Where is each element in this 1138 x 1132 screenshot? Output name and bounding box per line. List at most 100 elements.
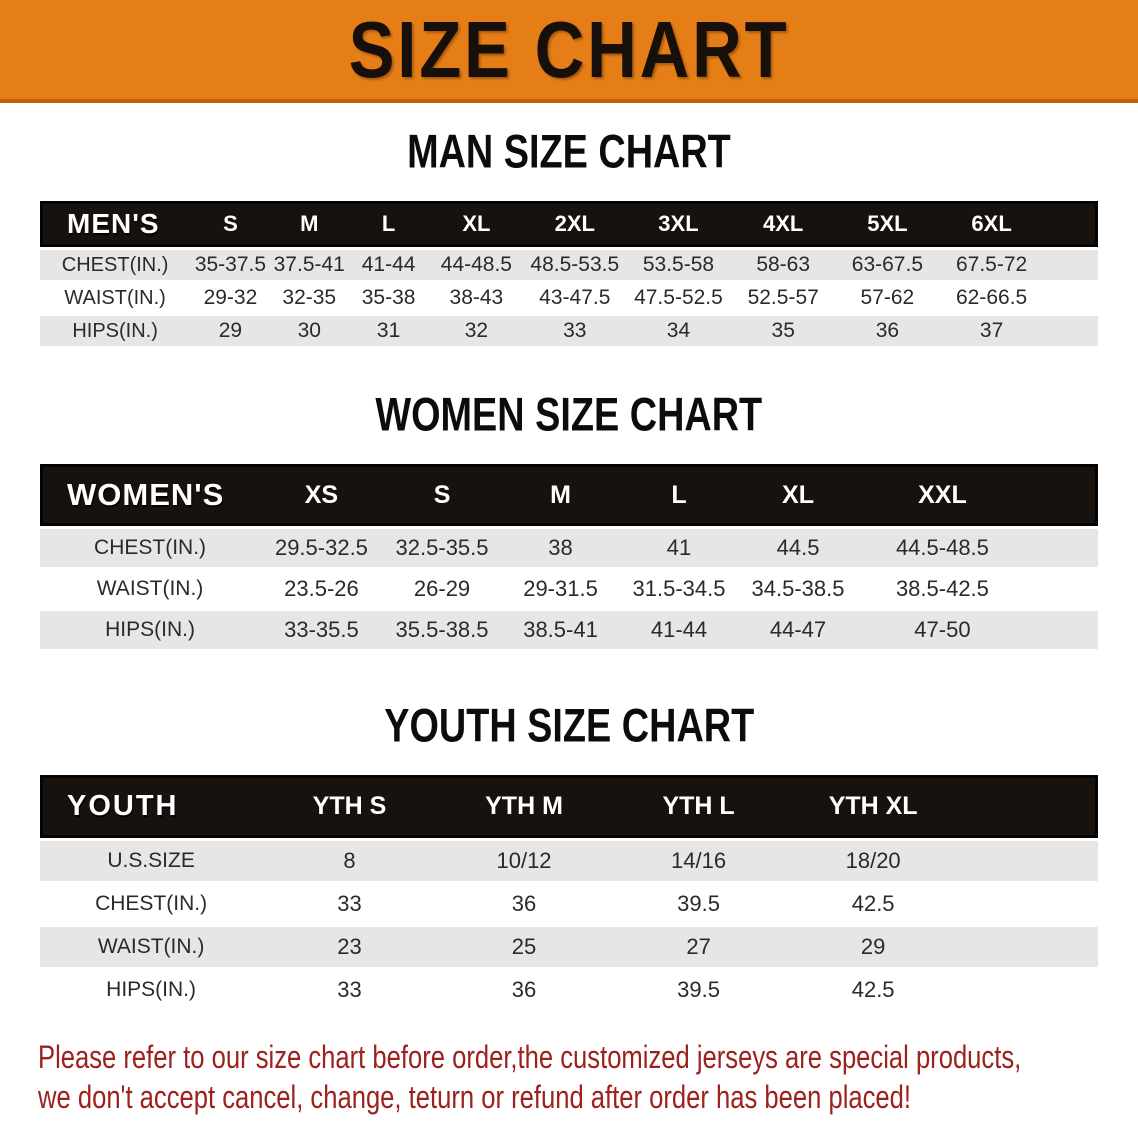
table-cell: 52.5-57: [730, 283, 836, 313]
table-cell: 25: [436, 927, 612, 967]
men-column-header-m: M: [270, 201, 348, 247]
table-cell: 31: [347, 316, 430, 346]
table-cell: 32.5-35.5: [382, 529, 502, 567]
table-cell: 39.5: [611, 884, 786, 924]
table-cell: 47.5-52.5: [626, 283, 731, 313]
table-header-row: MEN'S S M L XL 2XL 3XL 4XL 5XL 6XL: [40, 201, 1098, 247]
table-cell: 35.5-38.5: [382, 611, 502, 649]
table-cell: 36: [436, 884, 612, 924]
table-cell: 44-47: [738, 611, 858, 649]
youth-column-header-yth-xl: YTH XL: [785, 775, 961, 838]
women-column-header-xs: XS: [260, 464, 383, 526]
table-cell: 58-63: [730, 250, 836, 280]
table-cell: 29-32: [190, 283, 271, 313]
row-label: CHEST(IN.): [40, 529, 261, 567]
table-cell: 44.5: [738, 529, 858, 567]
table-cell: 44-48.5: [429, 250, 524, 280]
cell-spacer: [1043, 283, 1098, 313]
youth-table-row: HIPS(IN.) 33 36 39.5 42.5: [40, 970, 1098, 1010]
table-cell: 38.5-42.5: [857, 570, 1028, 608]
row-label: HIPS(IN.): [40, 316, 191, 346]
table-cell: 33: [523, 316, 627, 346]
row-label: HIPS(IN.): [40, 611, 261, 649]
table-cell: 38-43: [429, 283, 524, 313]
table-cell: 23: [262, 927, 437, 967]
table-header-row: YOUTH YTH S YTH M YTH L YTH XL: [40, 775, 1098, 838]
table-cell: 44.5-48.5: [857, 529, 1028, 567]
table-cell: 37.5-41: [270, 250, 348, 280]
table-cell: 26-29: [382, 570, 502, 608]
cell-spacer: [960, 884, 1098, 924]
men-column-header-l: L: [347, 201, 430, 247]
table-cell: 8: [262, 841, 437, 881]
table-cell: 47-50: [857, 611, 1028, 649]
header-spacer: [1043, 201, 1098, 247]
table-cell: 41-44: [619, 611, 739, 649]
banner-title: SIZE CHART: [348, 4, 790, 95]
women-table-row: WAIST(IN.) 23.5-26 26-29 29-31.5 31.5-34.5 34…: [40, 570, 1098, 608]
table-cell: 33: [262, 884, 437, 924]
cell-spacer: [1043, 316, 1098, 346]
table-cell: 53.5-58: [626, 250, 731, 280]
table-header-row: WOMEN'S XS S M L XL XXL: [40, 464, 1098, 526]
cell-spacer: [960, 927, 1098, 967]
men-size-table: MEN'S S M L XL 2XL 3XL 4XL 5XL 6XL CHEST(IN.) 35-37…: [40, 198, 1098, 349]
row-label: U.S.SIZE: [40, 841, 263, 881]
table-cell: 38.5-41: [501, 611, 620, 649]
table-cell: 39.5: [611, 970, 786, 1010]
table-cell: 35-37.5: [190, 250, 271, 280]
men-column-header-3xl: 3XL: [626, 201, 731, 247]
disclaimer-line-1-text: Please refer to our size chart before or…: [38, 1039, 1022, 1075]
table-cell: 35: [730, 316, 836, 346]
men-table-row: HIPS(IN.) 29 30 31 32 33 34 35 36 37: [40, 316, 1098, 346]
table-cell: 41: [619, 529, 739, 567]
women-column-header-l: L: [619, 464, 739, 526]
cell-spacer: [960, 970, 1098, 1010]
row-label: WAIST(IN.): [40, 283, 191, 313]
women-size-table: WOMEN'S XS S M L XL XXL CHEST(IN.) 29.5-32.5 32.5…: [40, 461, 1098, 652]
men-table-row: CHEST(IN.) 35-37.5 37.5-41 41-44 44-48.5 48.5…: [40, 250, 1098, 280]
youth-column-header-yth-s: YTH S: [262, 775, 437, 838]
disclaimer-line-2: we don't accept cancel, change, teturn o…: [38, 1079, 1138, 1119]
row-label: HIPS(IN.): [40, 970, 263, 1010]
men-column-header-6xl: 6XL: [939, 201, 1044, 247]
cell-spacer: [960, 841, 1098, 881]
youth-column-header-yth-l: YTH L: [611, 775, 786, 838]
table-cell: 35-38: [347, 283, 430, 313]
table-cell: 18/20: [785, 841, 961, 881]
row-label: WAIST(IN.): [40, 570, 261, 608]
table-cell: 36: [436, 970, 612, 1010]
table-cell: 41-44: [347, 250, 430, 280]
men-heading-text: MAN SIZE CHART: [407, 125, 731, 179]
disclaimer-line-2-text: we don't accept cancel, change, teturn o…: [38, 1079, 911, 1115]
table-cell: 42.5: [785, 970, 961, 1010]
table-cell: 34.5-38.5: [738, 570, 858, 608]
row-label: CHEST(IN.): [40, 884, 263, 924]
women-section-heading: WOMEN SIZE CHART: [0, 389, 1138, 442]
table-cell: 14/16: [611, 841, 786, 881]
men-column-header-s: S: [190, 201, 271, 247]
men-table-row: WAIST(IN.) 29-32 32-35 35-38 38-43 43-47.5 47.…: [40, 283, 1098, 313]
women-column-header-xxl: XXL: [857, 464, 1028, 526]
size-chart-banner: SIZE CHART: [0, 0, 1138, 103]
table-cell: 57-62: [835, 283, 940, 313]
header-spacer: [1027, 464, 1098, 526]
women-table-row: HIPS(IN.) 33-35.5 35.5-38.5 38.5-41 41-44 44-…: [40, 611, 1098, 649]
women-column-header-xl: XL: [738, 464, 858, 526]
women-group-label: WOMEN'S: [40, 464, 261, 526]
women-column-header-s: S: [382, 464, 502, 526]
men-column-header-4xl: 4XL: [730, 201, 836, 247]
row-label: WAIST(IN.): [40, 927, 263, 967]
men-column-header-xl: XL: [429, 201, 524, 247]
table-cell: 32-35: [270, 283, 348, 313]
men-column-header-2xl: 2XL: [523, 201, 627, 247]
table-cell: 63-67.5: [835, 250, 940, 280]
men-group-label: MEN'S: [40, 201, 191, 247]
table-cell: 42.5: [785, 884, 961, 924]
men-column-header-5xl: 5XL: [835, 201, 940, 247]
row-label: CHEST(IN.): [40, 250, 191, 280]
header-spacer: [960, 775, 1098, 838]
table-cell: 48.5-53.5: [523, 250, 627, 280]
men-section-heading: MAN SIZE CHART: [0, 125, 1138, 179]
youth-section-heading: YOUTH SIZE CHART: [0, 700, 1138, 753]
